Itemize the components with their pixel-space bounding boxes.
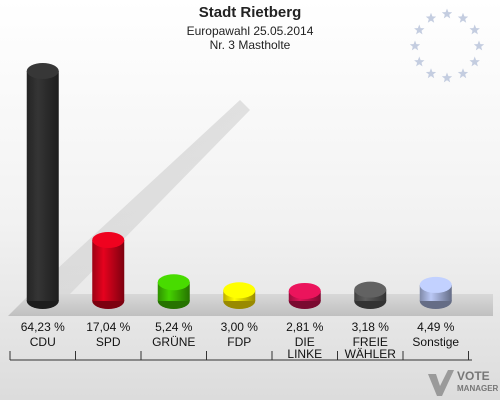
value-label: 4,49 %	[417, 320, 455, 334]
value-label: 3,00 %	[220, 320, 258, 334]
bar-spd	[92, 231, 125, 309]
star-icon	[414, 56, 425, 67]
category-label: CDU	[29, 335, 56, 349]
brand-line1: VOTE	[457, 369, 490, 383]
bar-sonstige	[419, 276, 452, 309]
category-label: Sonstige	[412, 335, 460, 349]
star-icon	[473, 40, 485, 51]
brand-line2: MANAGER	[457, 384, 498, 393]
bar-die-linke	[288, 282, 321, 309]
star-icon	[425, 68, 437, 79]
chart-title: Stadt Rietberg	[198, 4, 302, 21]
star-icon	[469, 56, 480, 67]
value-label: 64,23 %	[20, 320, 65, 334]
district-label: Nr. 3 Mastholte	[209, 38, 291, 52]
star-icon	[457, 12, 469, 23]
value-label: 5,24 %	[155, 320, 193, 334]
chart-subtitle: Europawahl 25.05.2014	[186, 24, 314, 38]
star-icon	[441, 8, 453, 19]
star-icon	[425, 12, 437, 23]
category-label: FDP	[227, 335, 252, 349]
star-icon	[441, 72, 453, 83]
chart-backdrop-shadow	[30, 100, 250, 294]
value-label: 3,18 %	[351, 320, 389, 334]
bar-freie-wähler	[354, 281, 387, 309]
bar-cdu	[26, 63, 59, 309]
category-label: DIE LINKE	[287, 335, 323, 361]
eu-stars-icon	[409, 8, 485, 83]
value-label: 2,81 %	[286, 320, 324, 334]
star-icon	[414, 24, 425, 35]
star-icon	[457, 68, 469, 79]
bar-grüne	[157, 274, 190, 309]
votemanager-logo: VOTE MANAGER	[428, 369, 498, 396]
category-label: FREIE WÄHLER	[344, 335, 396, 361]
category-label: SPD	[95, 335, 121, 349]
star-icon	[409, 40, 421, 51]
value-label: 17,04 %	[86, 320, 131, 334]
bar-fdp	[223, 282, 256, 309]
category-label: GRÜNE	[152, 335, 196, 349]
star-icon	[469, 24, 480, 35]
